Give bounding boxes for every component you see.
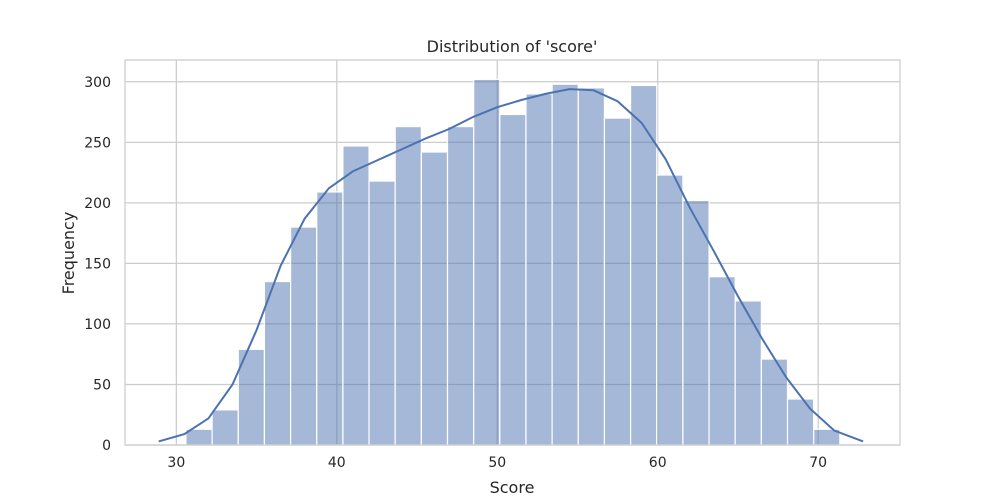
histogram-bar (211, 409, 239, 446)
histogram-bar (734, 300, 762, 446)
y-axis-label: Frequency (59, 212, 78, 295)
histogram-bars (185, 78, 841, 446)
x-tick-label: 40 (328, 455, 346, 471)
plot-frame (124, 59, 901, 446)
x-tick-label: 30 (167, 455, 185, 471)
kde-curve (158, 88, 864, 443)
y-tick-label: 0 (102, 438, 111, 454)
histogram-bar (289, 226, 318, 446)
histogram-bar (708, 276, 736, 446)
histogram-bar (786, 398, 815, 446)
histogram-bar (473, 78, 501, 446)
x-tick-label: 60 (649, 455, 667, 471)
y-tick-label: 200 (84, 196, 111, 212)
y-tick-label: 250 (84, 135, 111, 151)
y-tick-label: 50 (93, 377, 111, 393)
histogram-bar (682, 199, 710, 446)
histogram-bar (368, 180, 396, 446)
histogram-bar (525, 93, 553, 446)
y-tick-label: 150 (84, 256, 111, 272)
histogram-bar (394, 125, 422, 446)
y-tick-label: 300 (84, 75, 111, 91)
histogram-bar (760, 358, 789, 446)
histogram-bar (499, 113, 527, 446)
y-tick-label: 100 (84, 317, 111, 333)
histogram-bar (629, 84, 658, 446)
x-tick-label: 50 (488, 455, 506, 471)
x-axis-label: Score (490, 478, 535, 497)
histogram-bar (420, 151, 449, 446)
histogram-bar (551, 83, 579, 446)
histogram-bar (446, 125, 475, 446)
histogram-bar (656, 174, 684, 446)
x-tick-label: 70 (809, 455, 827, 471)
chart-title: Distribution of 'score' (427, 37, 598, 56)
histogram-bar (263, 280, 292, 446)
histogram-bar (316, 191, 344, 446)
histogram-bar (577, 87, 606, 446)
histogram-bar (342, 145, 370, 446)
histogram-bar (237, 348, 266, 446)
histogram-bar (603, 117, 632, 446)
x-axis-ticks: 30 40 50 60 70 (167, 455, 827, 471)
y-axis-ticks: 0 50 100 150 200 250 300 (84, 75, 111, 454)
